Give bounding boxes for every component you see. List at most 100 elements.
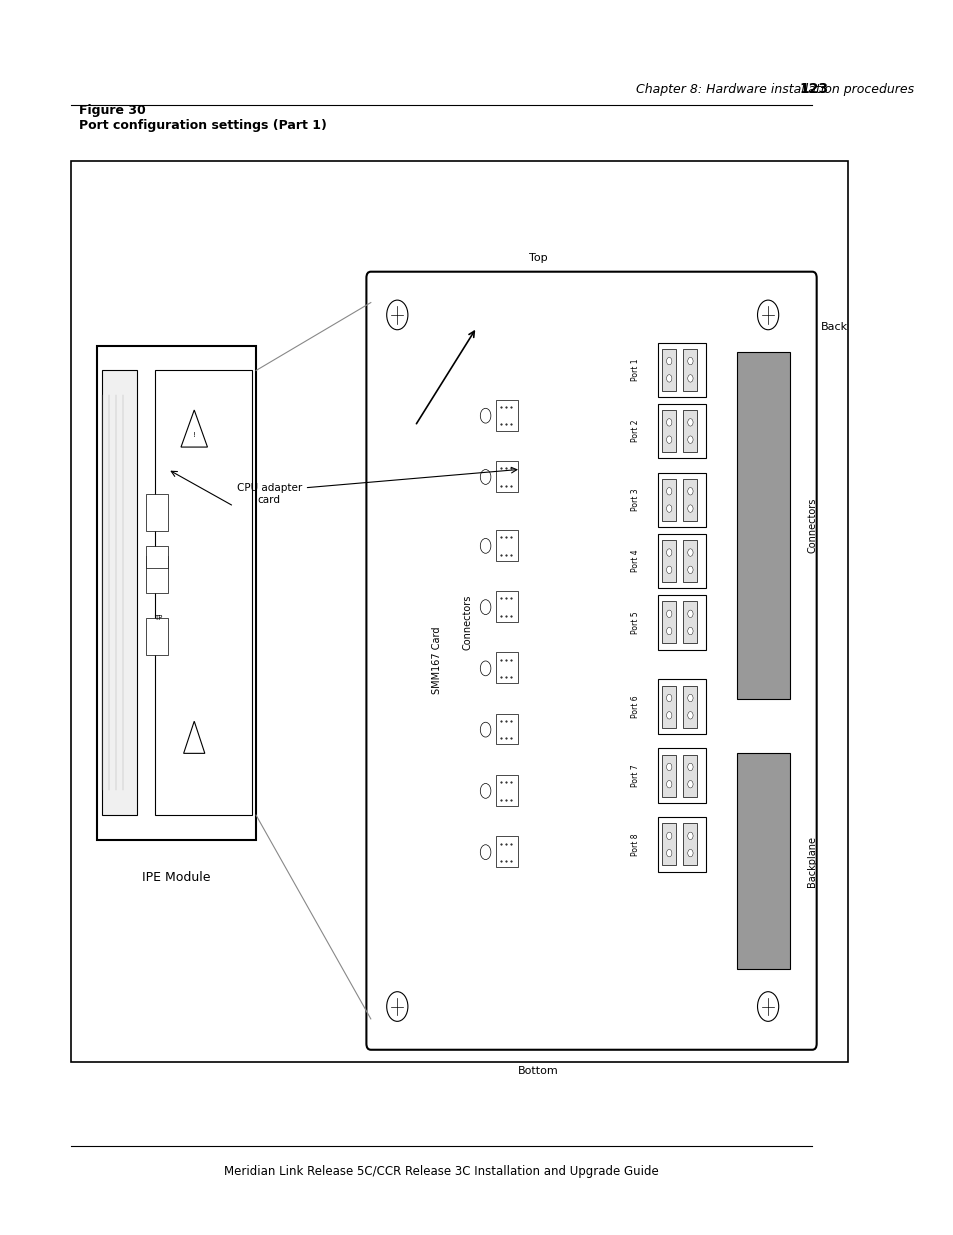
Bar bbox=[496, 714, 517, 745]
Bar bbox=[496, 461, 517, 492]
Circle shape bbox=[687, 763, 692, 771]
Text: Figure 30: Figure 30 bbox=[79, 104, 146, 117]
Bar bbox=[496, 652, 517, 683]
Text: Port 6: Port 6 bbox=[631, 695, 639, 718]
Polygon shape bbox=[181, 410, 207, 447]
Bar bbox=[496, 530, 517, 561]
Text: Connectors: Connectors bbox=[462, 595, 473, 650]
Text: Port 3: Port 3 bbox=[631, 489, 639, 511]
Bar bbox=[496, 836, 517, 867]
Bar bbox=[661, 755, 676, 797]
Text: Back: Back bbox=[821, 322, 847, 332]
Bar bbox=[496, 400, 517, 431]
Circle shape bbox=[666, 711, 671, 719]
Text: Port 5: Port 5 bbox=[631, 611, 639, 634]
Circle shape bbox=[666, 610, 671, 618]
Circle shape bbox=[479, 538, 491, 553]
Text: TP: TP bbox=[154, 615, 163, 620]
Circle shape bbox=[479, 661, 491, 676]
Circle shape bbox=[666, 627, 671, 635]
Circle shape bbox=[666, 832, 671, 840]
Bar bbox=[682, 410, 697, 452]
Bar bbox=[657, 595, 705, 650]
Circle shape bbox=[687, 694, 692, 701]
Text: 123: 123 bbox=[799, 83, 827, 96]
Bar bbox=[146, 494, 168, 531]
Bar bbox=[682, 479, 697, 521]
Circle shape bbox=[479, 409, 491, 424]
Bar bbox=[154, 370, 252, 815]
Circle shape bbox=[666, 419, 671, 426]
Bar bbox=[661, 348, 676, 390]
Bar bbox=[661, 824, 676, 866]
Bar bbox=[661, 410, 676, 452]
Text: Port 8: Port 8 bbox=[631, 834, 639, 856]
Text: Port 4: Port 4 bbox=[631, 550, 639, 573]
Circle shape bbox=[687, 548, 692, 556]
Bar bbox=[682, 685, 697, 727]
Text: IPE Module: IPE Module bbox=[142, 871, 211, 884]
Circle shape bbox=[479, 783, 491, 798]
Circle shape bbox=[666, 566, 671, 573]
Bar bbox=[496, 774, 517, 805]
Text: Port 1: Port 1 bbox=[631, 358, 639, 382]
Circle shape bbox=[479, 845, 491, 860]
Text: Meridian Link Release 5C/CCR Release 3C Installation and Upgrade Guide: Meridian Link Release 5C/CCR Release 3C … bbox=[224, 1165, 659, 1178]
Circle shape bbox=[386, 300, 408, 330]
Bar bbox=[657, 404, 705, 458]
Bar bbox=[682, 601, 697, 643]
Bar bbox=[661, 601, 676, 643]
Bar bbox=[661, 540, 676, 582]
Circle shape bbox=[687, 610, 692, 618]
Bar bbox=[737, 752, 789, 969]
Circle shape bbox=[687, 781, 692, 788]
Text: Port 7: Port 7 bbox=[631, 764, 639, 787]
Circle shape bbox=[479, 469, 491, 484]
Circle shape bbox=[687, 832, 692, 840]
Circle shape bbox=[687, 374, 692, 382]
Text: !: ! bbox=[193, 432, 195, 437]
Circle shape bbox=[687, 711, 692, 719]
Circle shape bbox=[687, 627, 692, 635]
Polygon shape bbox=[183, 721, 205, 753]
Bar bbox=[657, 342, 705, 396]
Bar bbox=[657, 473, 705, 527]
Circle shape bbox=[687, 488, 692, 495]
Bar bbox=[97, 346, 255, 840]
Circle shape bbox=[666, 436, 671, 443]
Circle shape bbox=[757, 992, 778, 1021]
Circle shape bbox=[687, 505, 692, 513]
Bar bbox=[146, 556, 168, 593]
Bar bbox=[146, 618, 168, 655]
Circle shape bbox=[687, 566, 692, 573]
Bar bbox=[682, 540, 697, 582]
Bar bbox=[657, 534, 705, 588]
Circle shape bbox=[479, 600, 491, 615]
Bar bbox=[657, 818, 705, 872]
Circle shape bbox=[687, 850, 692, 857]
Circle shape bbox=[687, 357, 692, 364]
Circle shape bbox=[666, 505, 671, 513]
Bar bbox=[661, 685, 676, 727]
Text: SMM167 Card: SMM167 Card bbox=[432, 627, 441, 694]
Bar bbox=[657, 679, 705, 734]
Circle shape bbox=[386, 992, 408, 1021]
Circle shape bbox=[666, 357, 671, 364]
Circle shape bbox=[666, 548, 671, 556]
Bar bbox=[657, 748, 705, 803]
Circle shape bbox=[757, 300, 778, 330]
Text: Top: Top bbox=[529, 253, 547, 263]
Bar bbox=[682, 348, 697, 390]
Circle shape bbox=[687, 419, 692, 426]
Bar bbox=[682, 824, 697, 866]
Bar bbox=[496, 592, 517, 622]
Text: CPU adapter
card: CPU adapter card bbox=[236, 483, 301, 505]
Text: Backplane: Backplane bbox=[806, 836, 817, 887]
Bar bbox=[737, 352, 789, 699]
Circle shape bbox=[666, 763, 671, 771]
FancyBboxPatch shape bbox=[366, 272, 816, 1050]
Text: Port configuration settings (Part 1): Port configuration settings (Part 1) bbox=[79, 119, 327, 132]
Bar bbox=[71, 161, 846, 1062]
Circle shape bbox=[666, 781, 671, 788]
Bar bbox=[101, 370, 136, 815]
